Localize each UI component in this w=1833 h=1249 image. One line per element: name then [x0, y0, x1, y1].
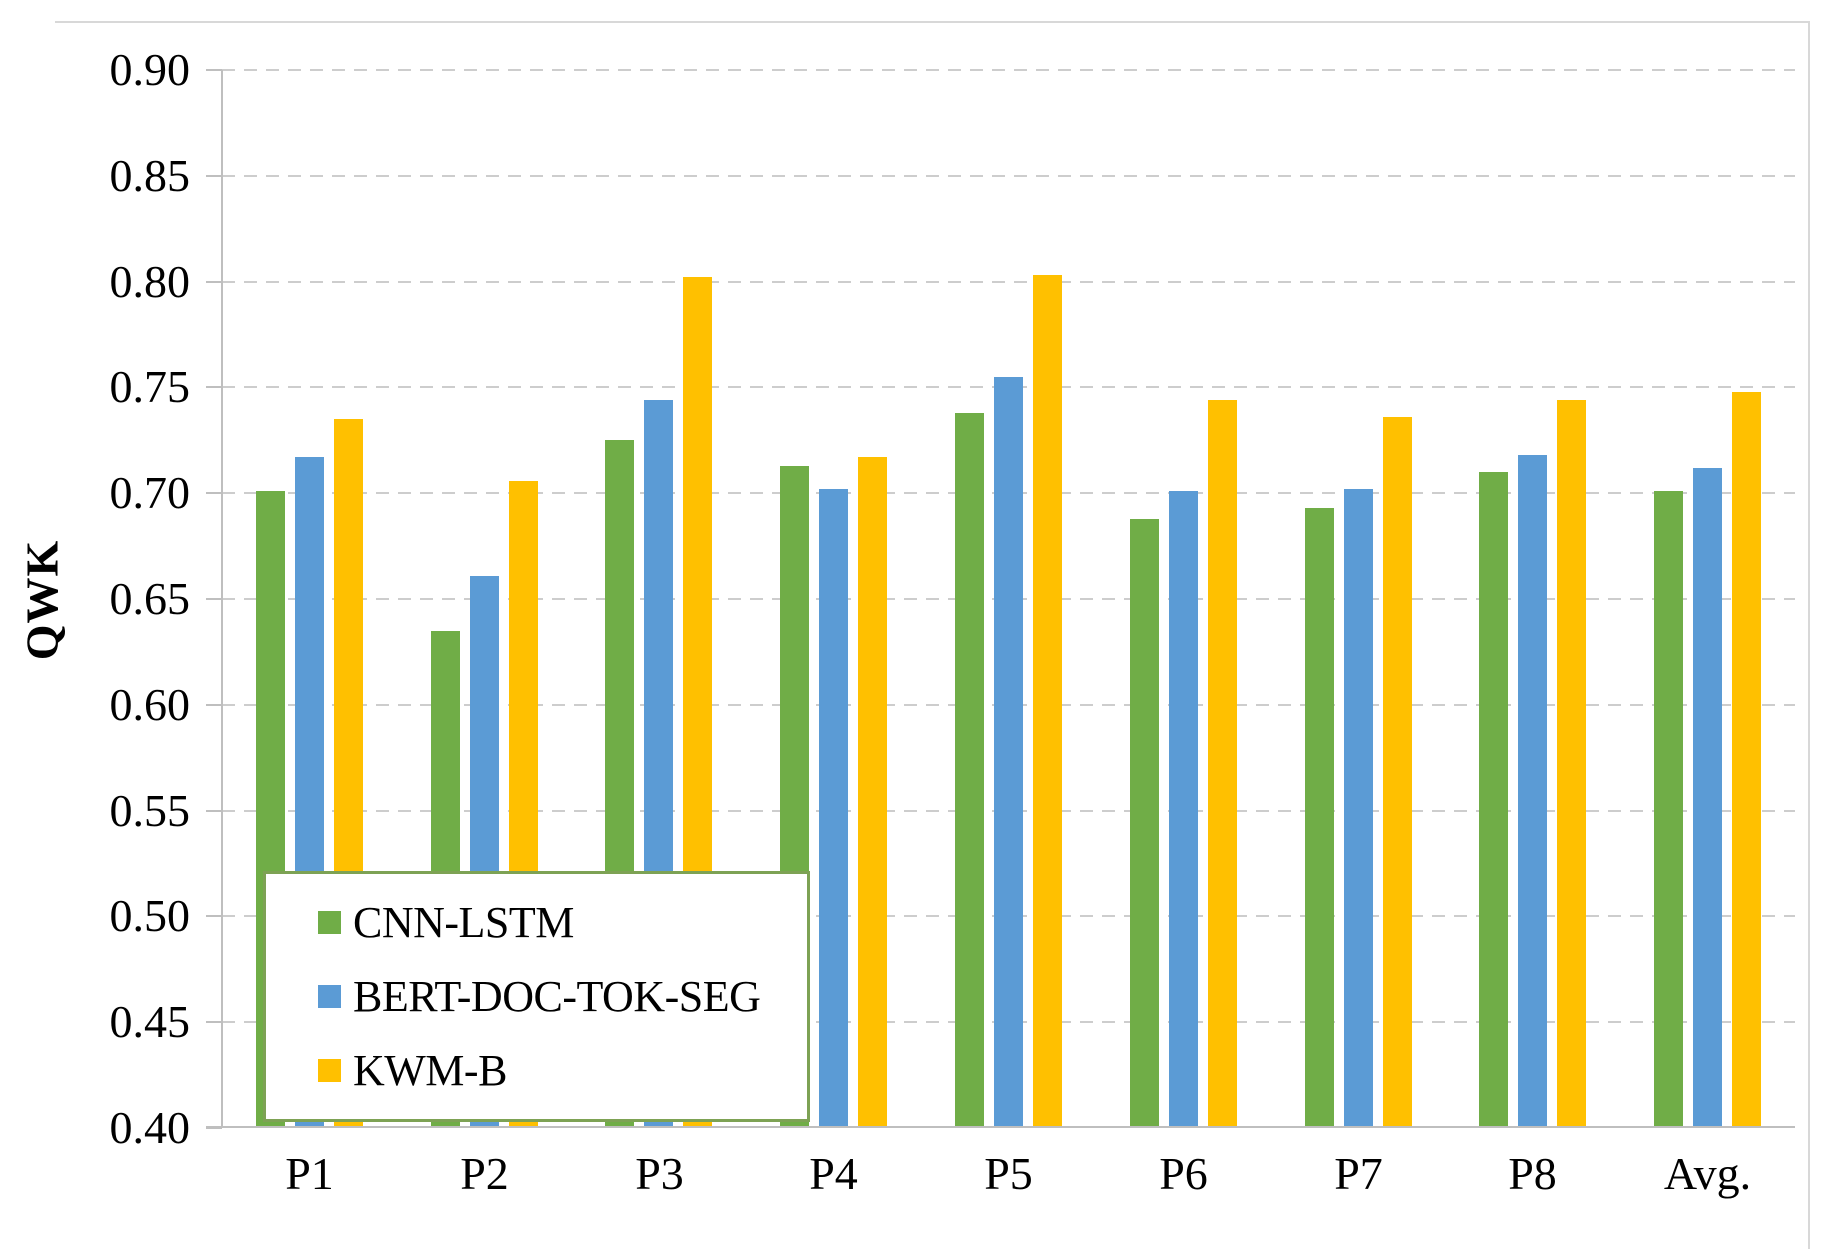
bar-BERT-DOC-TOK-SEG-P8 [1518, 455, 1547, 1128]
y-tick-label-0.60: 0.60 [109, 678, 191, 730]
bar-KWM-B-P5 [1033, 275, 1062, 1128]
y-tick-label-0.65: 0.65 [109, 573, 191, 624]
x-category-label-P8: P8 [1508, 1148, 1557, 1199]
y-tick-0.75 [206, 386, 222, 389]
y-tick-0.90 [206, 69, 222, 71]
x-axis-line [206, 1126, 1795, 1128]
y-tick-label-0.55: 0.55 [109, 784, 191, 836]
bar-BERT-DOC-TOK-SEG-P6 [1169, 491, 1198, 1128]
bar-KWM-B-P6 [1208, 400, 1237, 1128]
y-axis-line [221, 70, 223, 1128]
y-tick-0.60 [206, 703, 222, 706]
bar-CNN-LSTM-P5 [955, 413, 984, 1128]
y-tick-label-0.40: 0.40 [109, 1102, 191, 1153]
y-tick-0.40 [206, 1127, 222, 1129]
y-tick-label-0.70: 0.70 [109, 467, 191, 519]
y-tick-0.80 [206, 280, 222, 283]
legend-label: KWM-B [353, 1046, 507, 1095]
bar-CNN-LSTM-P6 [1130, 519, 1159, 1128]
y-tick-0.50 [206, 915, 222, 918]
x-category-label-P5: P5 [984, 1148, 1033, 1199]
x-category-label-P1: P1 [285, 1148, 334, 1199]
x-category-label-P2: P2 [460, 1148, 509, 1199]
x-category-label-P7: P7 [1334, 1148, 1383, 1199]
x-category-label-P6: P6 [1159, 1148, 1208, 1199]
y-tick-0.45 [206, 1021, 222, 1024]
bar-BERT-DOC-TOK-SEG-P5 [994, 377, 1023, 1128]
legend-item-BERT-DOC-TOK-SEG: BERT-DOC-TOK-SEG [318, 971, 807, 1022]
legend-swatch-icon [318, 1059, 341, 1082]
legend-swatch-icon [318, 911, 341, 934]
x-category-label-Avg.: Avg. [1663, 1148, 1752, 1199]
bar-BERT-DOC-TOK-SEG-Avg. [1693, 468, 1722, 1128]
bar-KWM-B-P4 [858, 457, 887, 1128]
y-tick-label-0.45: 0.45 [109, 996, 191, 1048]
bar-KWM-B-P8 [1557, 400, 1586, 1128]
y-tick-label-0.75: 0.75 [109, 361, 191, 413]
gridline-0.85 [222, 174, 1795, 177]
y-tick-label-0.80: 0.80 [109, 255, 191, 307]
x-category-label-P3: P3 [635, 1148, 684, 1199]
gridline-0.80 [222, 280, 1795, 283]
bar-KWM-B-Avg. [1732, 392, 1761, 1128]
y-tick-label-0.90: 0.90 [109, 44, 191, 95]
legend-item-KWM-B: KWM-B [318, 1045, 807, 1096]
bar-KWM-B-P7 [1383, 417, 1412, 1128]
y-tick-label-0.50: 0.50 [109, 890, 191, 942]
y-tick-0.70 [206, 492, 222, 495]
x-category-label-P4: P4 [809, 1148, 858, 1199]
legend: CNN-LSTM BERT-DOC-TOK-SEG KWM-B [263, 871, 810, 1122]
bar-BERT-DOC-TOK-SEG-P4 [819, 489, 848, 1128]
y-tick-label-0.85: 0.85 [109, 149, 191, 201]
y-tick-0.55 [206, 809, 222, 812]
legend-item-CNN-LSTM: CNN-LSTM [318, 897, 807, 948]
bar-CNN-LSTM-P8 [1479, 472, 1508, 1128]
bar-BERT-DOC-TOK-SEG-P7 [1344, 489, 1373, 1128]
gridline-0.90 [222, 69, 1795, 71]
bar-CNN-LSTM-P7 [1305, 508, 1334, 1128]
figure-border-right [1808, 21, 1810, 1249]
bar-CNN-LSTM-Avg. [1654, 491, 1683, 1128]
figure-border-top [55, 21, 1810, 23]
legend-label: BERT-DOC-TOK-SEG [353, 972, 761, 1021]
y-tick-0.85 [206, 174, 222, 177]
legend-swatch-icon [318, 985, 341, 1008]
legend-label: CNN-LSTM [353, 898, 574, 947]
y-tick-0.65 [206, 598, 222, 600]
